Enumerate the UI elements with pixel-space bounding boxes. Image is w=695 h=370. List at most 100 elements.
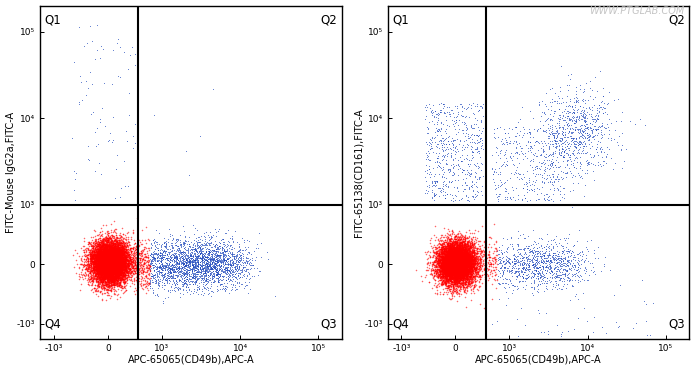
Point [443,256,455,262]
Point [95,266,106,272]
Point [219,252,230,258]
Point [439,261,450,267]
Point [95,246,106,252]
Point [438,249,449,255]
Point [106,272,117,278]
Point [460,274,471,280]
Point [98,251,109,257]
Point [105,250,116,256]
Point [106,259,117,265]
Point [203,264,214,270]
Point [115,250,126,256]
Point [468,252,480,258]
Point [526,157,537,163]
Point [441,265,452,271]
Point [462,246,473,252]
Point [96,278,107,283]
Point [457,266,468,272]
Point [493,267,504,273]
Point [452,242,464,248]
Point [101,246,112,252]
Point [480,269,491,275]
Point [108,47,119,53]
Point [85,254,96,260]
Point [432,258,443,264]
Point [136,250,147,256]
Point [450,248,461,253]
Point [93,263,104,269]
Point [103,277,114,283]
Point [111,259,122,265]
Point [565,98,576,104]
Point [465,245,476,251]
Point [455,247,466,253]
Point [113,272,124,278]
Point [455,264,466,270]
Point [457,258,468,263]
Point [88,227,99,233]
Point [99,268,111,273]
Point [195,249,206,255]
Point [93,252,104,258]
Point [95,275,106,281]
Point [98,278,109,284]
Point [453,262,464,268]
Point [456,158,467,164]
Point [190,247,201,253]
Point [93,267,104,273]
Point [448,263,459,269]
Point [105,266,116,272]
Point [491,125,502,131]
Point [104,259,115,265]
Point [445,270,457,276]
Point [111,248,122,254]
Point [104,260,115,266]
Point [106,259,117,265]
Point [561,245,572,250]
Point [204,249,215,255]
Point [501,162,512,168]
Point [462,135,473,141]
Point [445,277,456,283]
Point [451,260,462,266]
Point [459,251,471,257]
Point [92,246,103,252]
Point [116,240,127,246]
Point [104,255,115,261]
Point [536,140,547,146]
Point [496,263,507,269]
Point [461,255,472,261]
Point [465,268,476,274]
Point [111,274,122,280]
Point [114,263,125,269]
Point [107,254,118,260]
Point [454,263,465,269]
Point [543,166,554,172]
Point [106,255,117,260]
Point [461,256,473,262]
Point [220,277,231,283]
Point [446,268,457,274]
Point [448,252,459,258]
Point [124,255,135,261]
Point [106,271,117,277]
Point [444,266,455,272]
Point [95,251,106,257]
Point [457,103,468,109]
Point [106,257,117,263]
Point [517,255,528,261]
Point [111,250,122,256]
Point [445,275,456,280]
Point [108,266,119,272]
Point [101,255,112,260]
Point [107,250,118,256]
Point [104,245,115,251]
Point [89,249,100,255]
Point [94,252,105,258]
Point [470,236,481,242]
Point [90,257,101,263]
Point [179,241,190,247]
Point [105,255,116,261]
Point [107,259,118,265]
Point [99,265,111,270]
